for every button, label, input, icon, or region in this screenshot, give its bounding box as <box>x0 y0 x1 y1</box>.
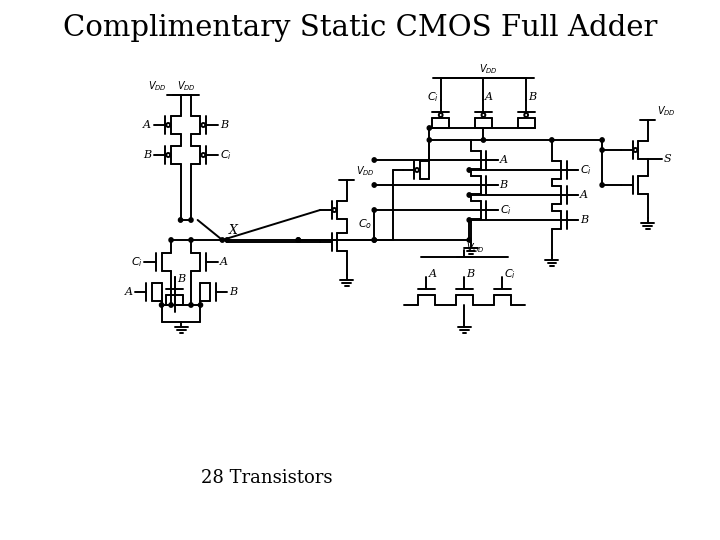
Text: $C_i$: $C_i$ <box>427 90 438 104</box>
Text: A: A <box>143 120 151 130</box>
Circle shape <box>169 238 173 242</box>
Circle shape <box>372 208 377 212</box>
Circle shape <box>467 238 472 242</box>
Text: $C_o$: $C_o$ <box>358 217 372 231</box>
Text: B: B <box>528 92 536 102</box>
Circle shape <box>372 183 377 187</box>
Circle shape <box>220 238 225 242</box>
Circle shape <box>467 193 472 197</box>
Circle shape <box>467 218 472 222</box>
Circle shape <box>600 183 604 187</box>
Text: $C_i$: $C_i$ <box>504 267 516 281</box>
Text: A: A <box>500 155 508 165</box>
Circle shape <box>189 303 193 307</box>
Text: B: B <box>176 274 185 284</box>
Circle shape <box>372 238 377 242</box>
Circle shape <box>199 303 202 307</box>
Circle shape <box>467 168 472 172</box>
Circle shape <box>225 238 229 242</box>
Text: Complimentary Static CMOS Full Adder: Complimentary Static CMOS Full Adder <box>63 14 657 42</box>
Circle shape <box>482 138 485 142</box>
Circle shape <box>189 218 193 222</box>
Text: 28 Transistors: 28 Transistors <box>201 469 333 487</box>
Text: A: A <box>580 190 588 200</box>
Text: S: S <box>664 154 672 164</box>
Circle shape <box>296 238 300 242</box>
Circle shape <box>179 218 183 222</box>
Circle shape <box>427 138 431 142</box>
Text: B: B <box>220 120 228 130</box>
Text: X: X <box>229 224 238 237</box>
Text: $C_i$: $C_i$ <box>500 203 511 217</box>
Text: $C_i$: $C_i$ <box>580 163 592 177</box>
Circle shape <box>427 126 431 130</box>
Circle shape <box>372 158 377 162</box>
Text: B: B <box>500 180 508 190</box>
Text: $V_{DD}$: $V_{DD}$ <box>148 79 167 93</box>
Circle shape <box>169 303 173 307</box>
Text: $C_i$: $C_i$ <box>220 148 233 162</box>
Circle shape <box>189 238 193 242</box>
Text: A: A <box>125 287 133 297</box>
Circle shape <box>296 238 300 242</box>
Text: B: B <box>580 215 588 225</box>
Text: $V_{DD}$: $V_{DD}$ <box>657 104 676 118</box>
Text: $V_{DD}$: $V_{DD}$ <box>479 62 498 76</box>
Circle shape <box>372 238 377 242</box>
Text: A: A <box>485 92 493 102</box>
Circle shape <box>549 138 554 142</box>
Text: $V_{DD}$: $V_{DD}$ <box>467 241 485 255</box>
Text: $V_{DD}$: $V_{DD}$ <box>176 79 196 93</box>
Text: A: A <box>220 257 228 267</box>
Text: B: B <box>143 150 151 160</box>
Text: A: A <box>428 269 436 279</box>
Text: B: B <box>467 269 474 279</box>
Text: B: B <box>229 287 237 297</box>
Circle shape <box>600 138 604 142</box>
Circle shape <box>600 148 604 152</box>
Circle shape <box>159 303 163 307</box>
Text: $V_{DD}$: $V_{DD}$ <box>356 164 375 178</box>
Text: $C_i$: $C_i$ <box>131 255 143 269</box>
